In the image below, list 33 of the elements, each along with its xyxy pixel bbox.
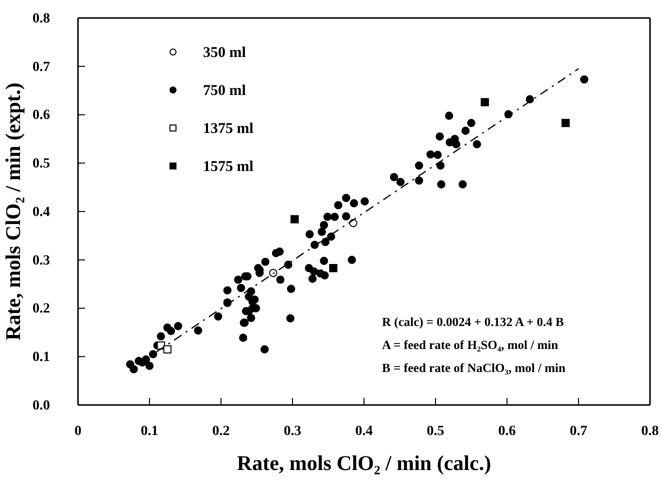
point [562,118,570,128]
legend-label: 1375 ml [203,121,254,137]
legend-label: 750 ml [203,83,246,99]
x-tick-label: 0.1 [140,424,158,439]
point [163,345,172,354]
x-tick-label: 0.8 [641,424,659,439]
legend-label: 1575 ml [203,159,254,175]
x-tick-label: 0.4 [355,424,373,439]
y-tick-label: 0.8 [32,11,50,26]
x-tick-label: 0.3 [284,424,302,439]
annotation: R (calc) = 0.0024 + 0.132 A + 0.4 B [382,315,564,329]
y-tick-label: 0.7 [32,60,50,75]
y-tick-label: 0.1 [32,350,50,366]
point [269,268,278,278]
legend-label: 350 ml [203,45,246,61]
y-tick-label: 0.5 [32,156,50,172]
annotation: A = feed rate of H₂SO₄, mol / min [382,338,558,352]
point [329,264,338,272]
point [480,98,489,106]
x-axis-title: Rate, mols ClO₂ / min (calc.) [236,451,492,475]
x-tick-label: 0 [74,424,82,439]
y-tick-label: 0.3 [32,253,50,268]
x-tick-label: 0.5 [426,424,444,439]
y-axis-title: Rate, mols ClO₂ / min (expt.) [1,82,25,340]
y-tick-label: 0.0 [32,398,50,414]
x-tick-label: 0.2 [212,424,230,439]
x-tick-label: 0.7 [570,424,588,439]
y-tick-label: 0.4 [32,204,50,220]
y-tick-label: 0.6 [32,108,50,124]
x-tick-label: 0.6 [498,424,516,439]
annotation: B = feed rate of NaClO₃, mol / min [382,361,566,375]
y-tick-label: 0.2 [32,302,50,317]
point [290,215,299,224]
